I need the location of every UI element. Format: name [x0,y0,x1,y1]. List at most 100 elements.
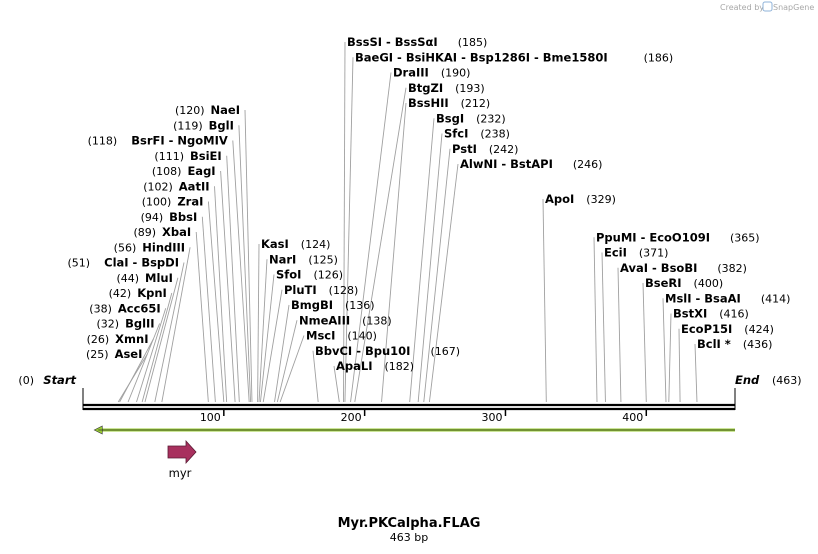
site-bsshii[interactable]: BssHII (212) [408,96,490,110]
site-kpni[interactable]: KpnI (42) [109,286,167,300]
site-avai-bsobi[interactable]: AvaI - BsoBI (382) [620,261,747,275]
site-label[interactable]: XmnI [115,332,148,346]
site-label[interactable]: MluI [145,271,173,285]
site-bsiei[interactable]: BsiEI (111) [154,149,221,163]
site-name[interactable]: BssHII [408,96,449,110]
site-clai-bspdi[interactable]: ClaI - BspDI (51) [68,256,179,270]
site-name[interactable]: BaeGI - BsiHKAI - Bsp1286I - Bme1580I [355,50,608,64]
site-nari[interactable]: NarI (125) [269,252,338,266]
site-name[interactable]: BsgI [436,111,464,125]
site-label[interactable]: BsrFI - NgoMIV [131,134,228,148]
site-bseri[interactable]: BseRI (400) [645,276,723,290]
site-name[interactable]: NaeI [211,103,240,117]
site-bstxi[interactable]: BstXI (416) [673,307,749,321]
site-bsgi[interactable]: BsgI (232) [436,111,506,125]
site-msli-bsaai[interactable]: MslI - BsaAI (414) [665,291,790,305]
site-name[interactable]: NarI [269,252,296,266]
site-label[interactable]: AatII [179,179,210,193]
site-name[interactable]: SfoI [276,268,301,282]
site-asei[interactable]: AseI (25) [86,347,142,361]
site-name[interactable]: ClaI - BspDI [104,256,179,270]
site-zrai[interactable]: ZraI (100) [142,195,204,209]
site-label[interactable]: ClaI - BspDI [104,256,179,270]
site-name[interactable]: PpuMI - EcoO109I [596,230,710,244]
site-name[interactable]: BstXI [673,307,707,321]
site-alwni-bstapi[interactable]: AlwNI - BstAPI (246) [460,157,602,171]
site-name[interactable]: BbvCI - Bpu10I [315,344,410,358]
site-name[interactable]: AlwNI - BstAPI [460,157,553,171]
site-mlui[interactable]: MluI (44) [116,271,172,285]
site-name[interactable]: HindIII [142,240,185,254]
site-label[interactable]: XbaI [162,225,191,239]
site-bgli[interactable]: BglI (119) [173,118,234,132]
site-pluti[interactable]: PluTI (128) [284,283,358,297]
site-name[interactable]: BglII [125,317,155,331]
site-bcli[interactable]: BclI * (436) [697,337,772,351]
site-name[interactable]: BsrFI - NgoMIV [131,134,228,148]
site-name[interactable]: PstI [452,142,477,156]
site-name[interactable]: BssSI - BssSαI [347,35,438,49]
site-label[interactable]: KpnI [137,286,167,300]
site-name[interactable]: MslI - BsaAI [665,291,741,305]
feature-myr[interactable]: myr [167,439,197,480]
site-name[interactable]: SfcI [444,127,468,141]
site-label[interactable]: AseI [115,347,143,361]
site-name[interactable]: AseI [115,347,143,361]
site-name[interactable]: ApaLI [336,359,373,373]
site-ecop15i[interactable]: EcoP15I (424) [681,322,774,336]
site-name[interactable]: ApoI [545,192,574,206]
site-name[interactable]: EcoP15I [681,322,732,336]
site-label[interactable]: BglI [209,118,234,132]
site-nmeaiii[interactable]: NmeAIII (138) [299,313,392,327]
site-psti[interactable]: PstI (242) [452,142,518,156]
features[interactable]: myr [167,439,197,480]
site-name[interactable]: BglI [209,118,234,132]
site-label[interactable]: Acc65I [118,301,161,315]
site-name[interactable]: AvaI - BsoBI [620,261,697,275]
site-name[interactable]: ZraI [177,195,203,209]
site-sfci[interactable]: SfcI (238) [444,127,510,141]
site-name[interactable]: DraIII [393,66,429,80]
site-ecii[interactable]: EciI (371) [604,246,668,260]
site-label[interactable]: BbsI [169,210,197,224]
site-bglii[interactable]: BglII (32) [97,317,155,331]
site-bsssi-bsss-i[interactable]: BssSI - BssSαI (185) [347,35,487,49]
site-name[interactable]: EciI [604,246,627,260]
site-name[interactable]: MluI [145,271,173,285]
site-eagi[interactable]: EagI (108) [152,164,216,178]
feature-arrow[interactable] [167,439,197,465]
site-xmni[interactable]: XmnI (26) [87,332,149,346]
site-draiii[interactable]: DraIII (190) [393,66,470,80]
site-baegi-bsihkai-bsp1286i-bme1580i[interactable]: BaeGI - BsiHKAI - Bsp1286I - Bme1580I (18… [355,50,673,64]
site-name[interactable]: BsiEI [190,149,222,163]
site-label[interactable]: NaeI [211,103,240,117]
site-name[interactable]: BclI * [697,337,731,351]
site-xbai[interactable]: XbaI (89) [133,225,191,239]
site-bsrfi-ngomiv[interactable]: BsrFI - NgoMIV (118) [88,134,228,148]
site-label[interactable]: BsiEI [190,149,222,163]
site-bbvci-bpu10i[interactable]: BbvCI - Bpu10I (167) [315,344,460,358]
site-name[interactable]: BtgZI [408,81,443,95]
site-name[interactable]: AatII [179,179,210,193]
site-apali[interactable]: ApaLI (182) [336,359,414,373]
site-name[interactable]: EagI [187,164,215,178]
site-name[interactable]: XbaI [162,225,191,239]
site-btgzi[interactable]: BtgZI (193) [408,81,485,95]
site-naei[interactable]: NaeI (120) [175,103,240,117]
site-bbsi[interactable]: BbsI (94) [141,210,198,224]
site-name[interactable]: BseRI [645,276,682,290]
site-name[interactable]: BmgBI [291,298,333,312]
site-name[interactable]: KpnI [137,286,167,300]
site-acc65i[interactable]: Acc65I (38) [89,301,160,315]
site-label[interactable]: EagI [187,164,215,178]
site-bmgbi[interactable]: BmgBI (136) [291,298,375,312]
site-name[interactable]: MscI [306,329,335,343]
site-name[interactable]: BbsI [169,210,197,224]
site-kasi[interactable]: KasI (124) [261,237,330,251]
site-apoi[interactable]: ApoI (329) [545,192,616,206]
site-sfoi[interactable]: SfoI (126) [276,268,343,282]
site-aatii[interactable]: AatII (102) [143,179,209,193]
site-name[interactable]: NmeAIII [299,313,350,327]
site-hindiii[interactable]: HindIII (56) [114,240,185,254]
site-name[interactable]: XmnI [115,332,148,346]
